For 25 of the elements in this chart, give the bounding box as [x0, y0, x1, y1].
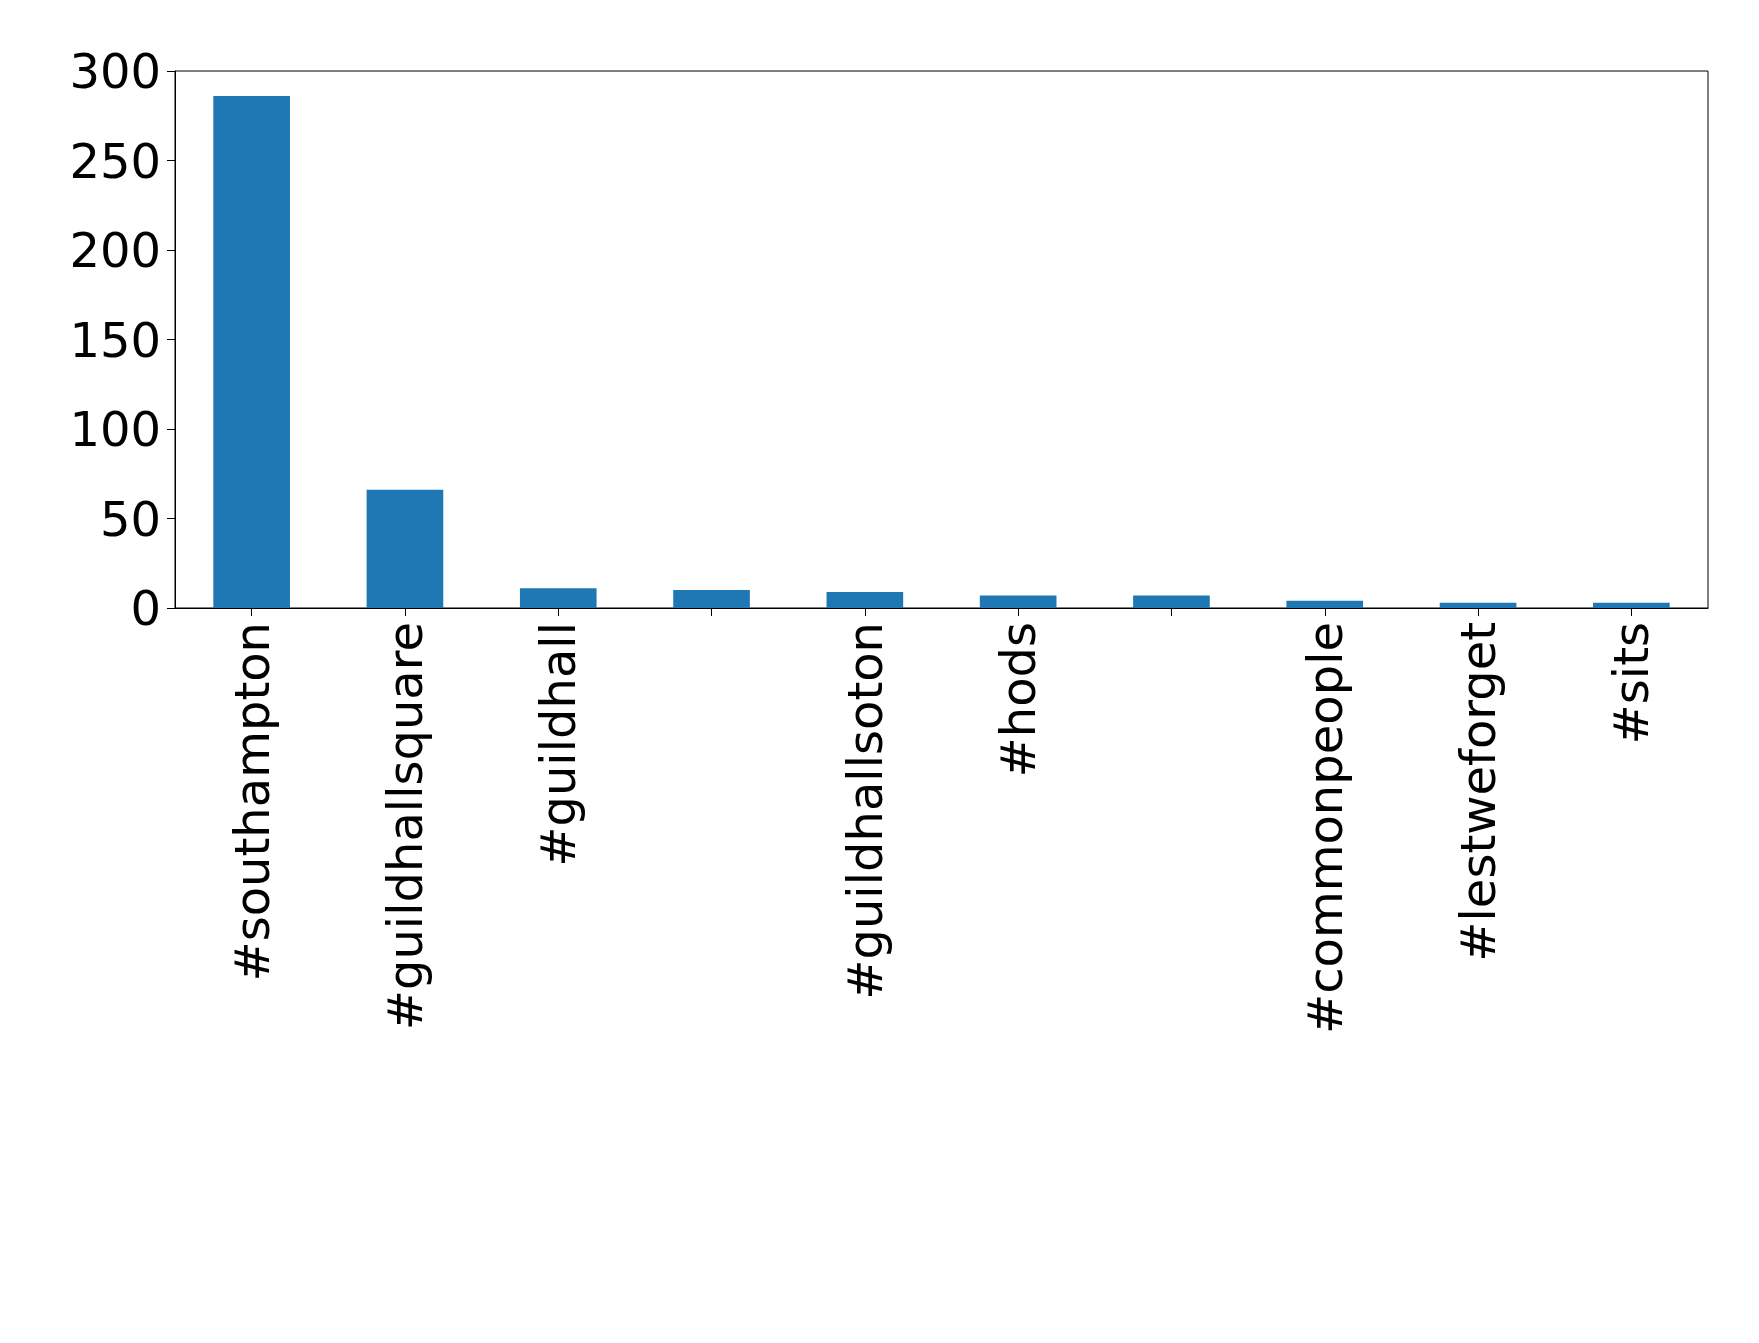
y-tick-label: 300: [69, 43, 161, 99]
bar: [1593, 602, 1670, 608]
bar: [826, 591, 904, 608]
bar: [519, 588, 597, 608]
y-tick-label: 200: [69, 222, 161, 278]
y-tick-label: 0: [130, 580, 161, 636]
bar: [979, 595, 1057, 608]
y-tick-label: 250: [69, 132, 161, 189]
x-tick-label: #guildhall: [530, 622, 587, 867]
x-tick-label: #guildhallsquare: [376, 622, 433, 1031]
bar: [1439, 602, 1517, 608]
bar: [366, 489, 444, 608]
x-tick-label: #sits: [1603, 622, 1660, 745]
y-tick-label: 100: [69, 401, 161, 457]
y-tick-label: 150: [69, 311, 161, 368]
y-tick-label: 50: [99, 490, 161, 547]
bar: [1133, 595, 1210, 608]
x-tick-label: #hods: [990, 622, 1047, 778]
bar: [1286, 600, 1364, 608]
x-tick-label: #southampton: [223, 622, 280, 982]
bar: [213, 96, 290, 608]
x-tick-label: #guildhallsoton: [836, 622, 893, 1000]
x-tick-label: #lestweforget: [1450, 622, 1507, 962]
x-tick-label: #commonpeople: [1296, 622, 1353, 1034]
bar: [673, 590, 750, 608]
